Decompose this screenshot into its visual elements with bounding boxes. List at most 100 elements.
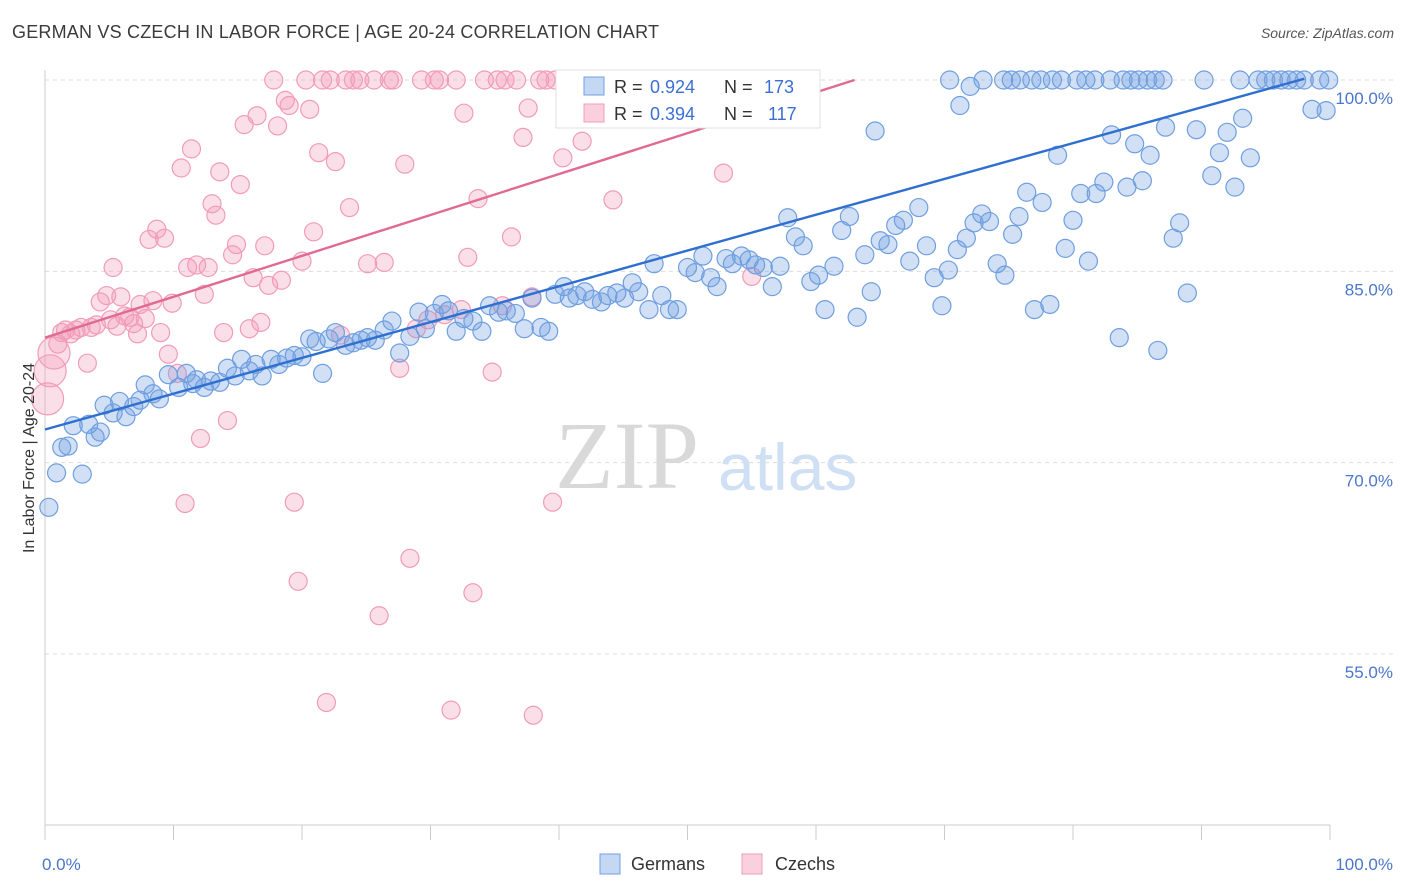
german-point-80 — [639, 300, 659, 320]
czech-point-24 — [139, 229, 159, 250]
germans-trend-line — [44, 77, 1305, 431]
german-point-169 — [1319, 70, 1339, 90]
german-point-187 — [1121, 70, 1141, 90]
czech-point-6 — [61, 324, 81, 344]
german-point-131 — [1032, 192, 1052, 213]
german-point-39 — [312, 363, 333, 383]
czech-point-49 — [239, 319, 259, 339]
czech-point-104 — [518, 98, 538, 118]
german-point-67 — [539, 321, 559, 341]
german-point-157 — [1233, 108, 1253, 128]
czech-point-0 — [30, 382, 65, 416]
german-point-124 — [979, 211, 1000, 232]
legend-germans-r-value: 0.924 — [650, 77, 695, 97]
czech-point-28 — [154, 228, 175, 248]
german-point-49 — [390, 343, 410, 363]
czech-point-23 — [135, 308, 155, 329]
czech-point-15 — [103, 257, 123, 278]
german-point-115 — [909, 197, 929, 218]
y-axis-title: In Labor Force | Age 20-24 — [21, 363, 38, 553]
german-point-126 — [995, 265, 1015, 285]
german-point-96 — [762, 277, 782, 297]
german-point-77 — [614, 288, 635, 308]
german-point-48 — [382, 311, 402, 331]
german-point-138 — [1086, 183, 1106, 204]
german-point-0 — [39, 497, 59, 517]
czech-point-56 — [267, 116, 288, 136]
czech-point-61 — [288, 571, 308, 591]
czech-point-95 — [463, 583, 483, 603]
german-point-114 — [900, 251, 920, 271]
german-point-150 — [1177, 283, 1197, 303]
czech-point-21 — [127, 324, 148, 344]
german-point-172 — [950, 95, 970, 116]
german-point-137 — [1078, 251, 1099, 271]
czech-point-9 — [77, 353, 98, 373]
german-point-121 — [956, 228, 976, 248]
czech-point-121 — [713, 163, 734, 183]
watermark-atlas: atlas — [718, 430, 857, 504]
german-point-8 — [90, 422, 110, 442]
y-tick-label-1: 70.0% — [1345, 472, 1393, 491]
german-point-3 — [58, 436, 78, 456]
german-point-151 — [1186, 120, 1206, 140]
czech-point-44 — [217, 410, 238, 431]
czech-point-78 — [369, 606, 389, 626]
czech-point-75 — [350, 70, 370, 90]
czech-point-35 — [181, 139, 202, 159]
german-point-146 — [1148, 340, 1168, 361]
czech-point-67 — [312, 70, 333, 90]
x-tick-label-min: 0.0% — [42, 855, 81, 874]
czech-point-74 — [343, 70, 363, 90]
czech-point-73 — [339, 197, 360, 218]
y-tick-labels: 55.0% 70.0% 85.0% 100.0% — [1335, 89, 1393, 682]
czech-point-109 — [553, 148, 573, 168]
german-point-51 — [409, 302, 429, 322]
german-point-116 — [916, 236, 937, 256]
german-point-103 — [815, 300, 835, 320]
czech-point-43 — [214, 322, 234, 343]
czech-point-77 — [364, 70, 384, 90]
legend-czechs-n-value: 117 — [768, 104, 797, 124]
czech-point-38 — [194, 284, 214, 304]
axes — [44, 70, 1331, 840]
german-point-7 — [85, 427, 105, 447]
czech-point-55 — [264, 70, 284, 90]
czech-point-10 — [81, 317, 101, 338]
czech-point-81 — [383, 70, 403, 90]
german-point-174 — [973, 70, 993, 90]
czech-point-64 — [300, 99, 320, 119]
german-point-5 — [72, 464, 92, 484]
german-point-161 — [1263, 70, 1284, 90]
legend-bottom-czechs-swatch — [741, 853, 763, 875]
czech-point-39 — [198, 257, 218, 278]
german-point-107 — [847, 307, 867, 327]
german-point-190 — [1145, 70, 1165, 90]
x-tick-label-max: 100.0% — [1335, 855, 1393, 874]
czech-point-13 — [97, 285, 117, 306]
legend-germans-n-value: 173 — [764, 77, 794, 97]
german-point-129 — [1017, 182, 1037, 202]
czech-point-52 — [251, 312, 271, 332]
czech-point-92 — [446, 70, 466, 90]
czech-point-88 — [424, 70, 444, 90]
czech-point-54 — [258, 275, 279, 295]
german-point-166 — [1302, 99, 1322, 119]
german-point-141 — [1109, 328, 1129, 348]
legend-bottom-czechs-label: Czechs — [775, 854, 835, 874]
germans-points — [39, 70, 1339, 517]
german-point-90 — [716, 248, 736, 269]
czech-point-66 — [309, 143, 329, 163]
czech-point-51 — [247, 106, 267, 126]
legend-czechs-n-label: N = — [724, 104, 753, 124]
legend-czechs-r-value: 0.394 — [650, 104, 695, 124]
czech-point-84 — [400, 548, 420, 568]
czech-point-89 — [429, 70, 450, 90]
czech-point-103 — [513, 127, 533, 147]
czech-point-83 — [395, 154, 415, 174]
german-point-136 — [1071, 183, 1091, 204]
german-point-64 — [514, 319, 534, 339]
legend-bottom: Germans Czechs — [599, 853, 835, 875]
german-point-106 — [839, 206, 860, 227]
